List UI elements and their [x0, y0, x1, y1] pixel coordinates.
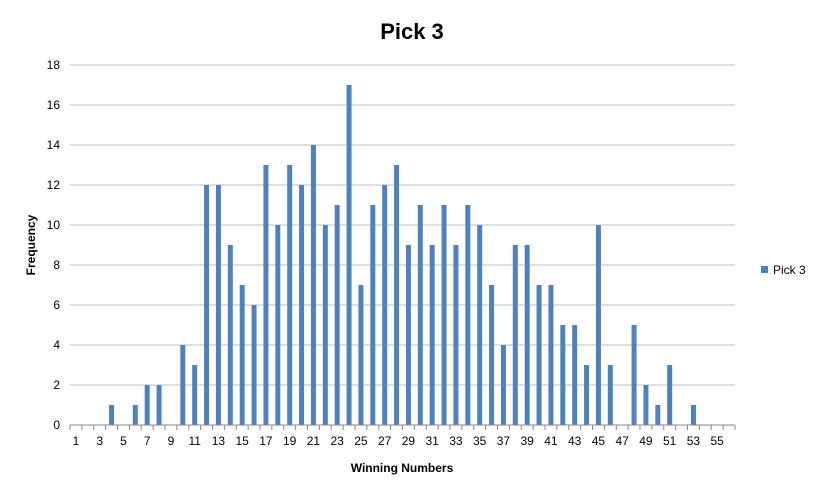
x-tick-label: 51 — [663, 434, 677, 448]
x-tick-label: 5 — [120, 434, 127, 448]
bar-51 — [667, 365, 673, 425]
x-tick-label: 7 — [144, 434, 151, 448]
y-tick-label: 12 — [47, 178, 61, 192]
bar-30 — [417, 205, 423, 425]
y-tick-label: 16 — [47, 98, 61, 112]
x-tick-label: 37 — [497, 434, 511, 448]
bar-45 — [595, 225, 601, 425]
x-axis-title: Winning Numbers — [351, 461, 454, 475]
x-tick-label: 19 — [283, 434, 297, 448]
bar-22 — [322, 225, 328, 425]
bar-28 — [394, 165, 400, 425]
bar-33 — [453, 245, 459, 425]
bar-25 — [358, 285, 364, 425]
x-tick-label: 35 — [473, 434, 487, 448]
x-tick-label: 15 — [236, 434, 250, 448]
legend-label: Pick 3 — [773, 263, 806, 277]
bar-36 — [489, 285, 495, 425]
bar-18 — [275, 225, 281, 425]
bar-38 — [512, 245, 518, 425]
x-tick-label: 13 — [212, 434, 226, 448]
x-tick-label: 31 — [426, 434, 440, 448]
x-axis-ticks: 1 3 5 7 9 11 13 15 17 19 21 23 25 27 29 31 33 35 37 39 41 43 4… — [69, 425, 736, 448]
y-axis-title: Frequency — [24, 214, 38, 275]
bar-4 — [109, 405, 115, 425]
bar-50 — [655, 405, 661, 425]
x-tick-label: 47 — [616, 434, 630, 448]
bar-7 — [144, 385, 150, 425]
x-tick-label: 29 — [402, 434, 416, 448]
bar-34 — [465, 205, 471, 425]
x-tick-label: 21 — [307, 434, 321, 448]
x-tick-label: 33 — [449, 434, 463, 448]
x-tick-label: 25 — [354, 434, 368, 448]
x-tick-label: 55 — [711, 434, 725, 448]
bar-43 — [572, 325, 578, 425]
bar-29 — [405, 245, 411, 425]
x-tick-label: 39 — [521, 434, 535, 448]
bar-24 — [346, 85, 352, 425]
bar-31 — [429, 245, 435, 425]
bar-46 — [607, 365, 613, 425]
bar-49 — [643, 385, 649, 425]
x-tick-label: 17 — [259, 434, 273, 448]
y-tick-label: 18 — [47, 58, 61, 72]
bar-11 — [192, 365, 198, 425]
chart-title: Pick 3 — [380, 19, 444, 44]
x-tick-label: 9 — [168, 434, 175, 448]
bar-8 — [156, 385, 162, 425]
bar-17 — [263, 165, 269, 425]
y-axis-ticks: 0 2 4 6 8 10 12 14 16 18 — [47, 58, 61, 432]
bar-27 — [382, 185, 388, 425]
y-tick-label: 8 — [53, 258, 60, 272]
bar-15 — [239, 285, 245, 425]
x-tick-label: 45 — [592, 434, 606, 448]
bar-26 — [370, 205, 376, 425]
y-tick-label: 4 — [53, 338, 60, 352]
bar-19 — [287, 165, 293, 425]
x-tick-label: 49 — [639, 434, 653, 448]
y-tick-label: 2 — [53, 378, 60, 392]
bar-48 — [631, 325, 637, 425]
bar-14 — [227, 245, 233, 425]
y-tick-label: 0 — [53, 418, 60, 432]
bar-10 — [180, 345, 186, 425]
legend: Pick 3 — [761, 263, 806, 277]
x-tick-label: 11 — [188, 434, 201, 448]
bar-13 — [215, 185, 221, 425]
x-tick-label: 1 — [73, 434, 80, 448]
y-tick-label: 10 — [47, 218, 61, 232]
bar-32 — [441, 205, 447, 425]
bar-16 — [251, 305, 257, 425]
bar-39 — [524, 245, 530, 425]
x-tick-label: 41 — [544, 434, 558, 448]
x-tick-label: 3 — [96, 434, 103, 448]
bar-40 — [536, 285, 542, 425]
bar-21 — [310, 145, 316, 425]
x-tick-label: 53 — [687, 434, 701, 448]
bar-35 — [477, 225, 483, 425]
bar-37 — [500, 345, 506, 425]
bars — [109, 85, 696, 425]
bar-41 — [548, 285, 554, 425]
bar-23 — [334, 205, 340, 425]
bar-42 — [560, 325, 566, 425]
y-tick-label: 14 — [47, 138, 61, 152]
bar-6 — [132, 405, 138, 425]
bar-53 — [690, 405, 696, 425]
legend-swatch — [761, 266, 768, 273]
y-tick-label: 6 — [53, 298, 60, 312]
bar-44 — [584, 365, 590, 425]
x-tick-label: 43 — [568, 434, 582, 448]
x-tick-label: 27 — [378, 434, 392, 448]
x-tick-label: 23 — [331, 434, 345, 448]
bar-20 — [299, 185, 305, 425]
bar-12 — [204, 185, 210, 425]
